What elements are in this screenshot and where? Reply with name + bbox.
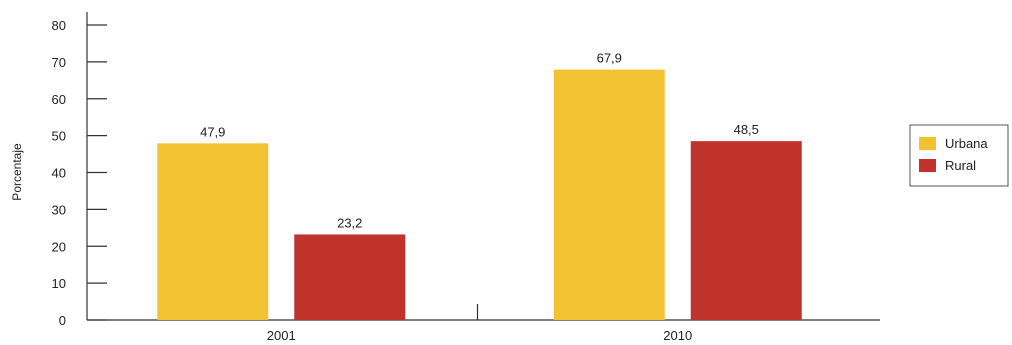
bars: 47,9 23,2 67,9 48,5 (157, 51, 802, 321)
y-tick-label: 60 (52, 92, 66, 107)
data-label: 23,2 (337, 215, 362, 230)
bar-rural-2010 (690, 141, 802, 320)
legend-swatch-rural (919, 159, 936, 172)
bar-urbana-2010 (553, 69, 665, 321)
legend-box (909, 124, 1009, 187)
legend-label: Urbana (945, 136, 988, 151)
legend-label: Rural (945, 158, 976, 173)
y-axis-label: Porcentaje (10, 143, 24, 201)
legend-swatch-urbana (919, 137, 936, 150)
y-tick-label: 30 (52, 202, 66, 217)
legend: Urbana Rural (909, 124, 1009, 187)
y-tick-label: 50 (52, 129, 66, 144)
y-tick-label: 10 (52, 276, 66, 291)
x-tick-label: 2010 (663, 328, 692, 343)
y-tick-label: 80 (52, 18, 66, 33)
y-tick-label: 20 (52, 239, 66, 254)
y-tick-label: 40 (52, 166, 66, 181)
y-tick-label: 0 (59, 313, 66, 328)
y-axis: 0 10 20 30 40 50 60 70 80 (52, 12, 107, 328)
x-tick-label: 2001 (267, 328, 296, 343)
data-label: 48,5 (734, 122, 759, 137)
data-label: 47,9 (200, 124, 225, 139)
bar-rural-2001 (294, 234, 406, 320)
data-label: 67,9 (597, 51, 622, 66)
bar-urbana-2001 (157, 143, 269, 320)
y-tick-label: 70 (52, 55, 66, 70)
